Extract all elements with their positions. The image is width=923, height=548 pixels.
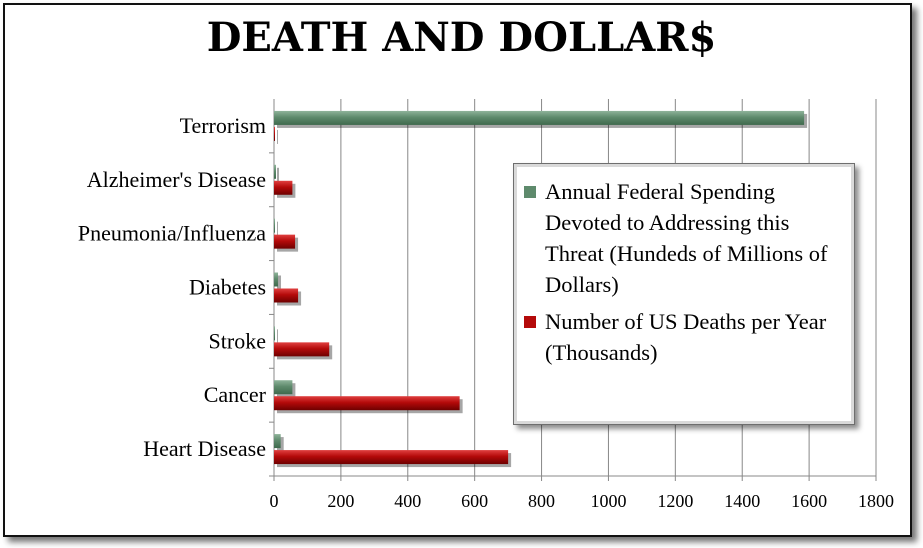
bar-shadow	[277, 329, 278, 344]
x-tick-label: 800	[528, 491, 555, 511]
legend-label-deaths: Number of US Deaths per Year (Thousands)	[545, 309, 827, 365]
bar-shadow	[277, 221, 278, 236]
category-label: Stroke	[209, 328, 266, 353]
category-label: Terrorism	[180, 113, 266, 138]
bar-deaths	[274, 396, 460, 411]
x-tick-label: 1000	[590, 491, 626, 511]
category-label: Cancer	[204, 382, 267, 407]
legend-swatch-deaths	[524, 316, 536, 328]
x-tick-label: 400	[394, 491, 421, 511]
bar-deaths	[274, 126, 275, 141]
bar-deaths	[274, 234, 296, 249]
x-tick-label: 600	[461, 491, 488, 511]
bar-spending	[274, 380, 293, 395]
bar-spending	[274, 434, 281, 449]
bars	[274, 110, 808, 468]
category-label: Diabetes	[189, 275, 266, 300]
bar-spending	[274, 326, 275, 341]
bar-deaths	[274, 288, 299, 303]
bar-shadow	[277, 167, 280, 182]
legend-entry-deaths: Number of US Deaths per Year (Thousands)	[524, 306, 846, 368]
legend: Annual Federal Spending Devoted to Addre…	[513, 163, 855, 425]
bar-deaths	[274, 180, 293, 195]
x-tick-label: 200	[327, 491, 354, 511]
bar-shadow	[277, 129, 278, 144]
legend-label-spending: Annual Federal Spending Devoted to Addre…	[545, 179, 828, 297]
bar-deaths	[274, 450, 509, 465]
axis-labels: 0 200 400 600 800 1000 1200 1400 1600 1800 Heart D…	[78, 113, 894, 511]
bar-spending	[274, 164, 277, 179]
bar-deaths	[274, 342, 330, 357]
x-tick-label: 0	[270, 491, 279, 511]
bar-spending	[274, 272, 279, 287]
legend-swatch-spending	[524, 186, 536, 198]
bar-spending	[274, 218, 275, 233]
category-label: Pneumonia/Influenza	[78, 221, 266, 246]
x-tick-label: 1800	[858, 491, 894, 511]
legend-entry-spending: Annual Federal Spending Devoted to Addre…	[524, 176, 846, 300]
chart-title: DEATH AND DOLLAR$	[206, 14, 717, 61]
category-label: Heart Disease	[143, 436, 266, 461]
bar-shadow	[277, 275, 282, 290]
x-tick-label: 1600	[791, 491, 827, 511]
bar-spending	[274, 110, 805, 125]
x-tick-label: 1400	[724, 491, 760, 511]
x-tick-label: 1200	[657, 491, 693, 511]
category-label: Alzheimer's Disease	[87, 167, 266, 192]
